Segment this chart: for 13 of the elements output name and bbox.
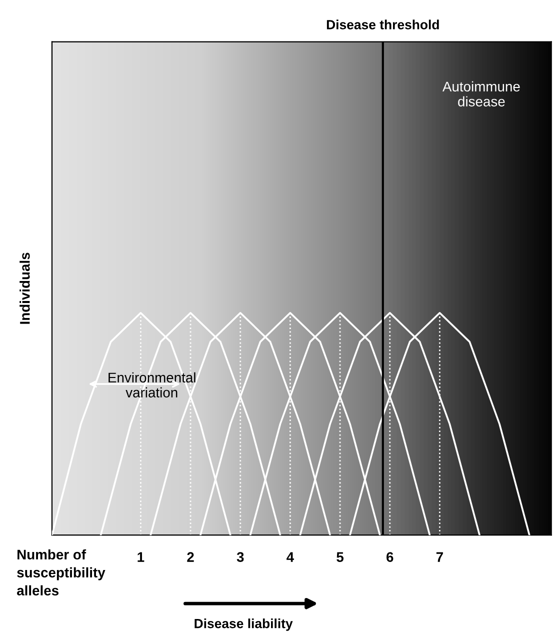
x-tick-label: 5 [336,552,344,562]
annotation: Environmental variation [108,372,196,398]
x-tick-label: 6 [386,552,394,562]
ref-line-label: Disease threshold [326,20,439,30]
y-axis-title: Individuals [20,252,30,324]
x-tick-label: 1 [138,552,144,562]
x-tick-label: 7 [436,552,443,562]
text: Number of susceptibility alleles [17,549,106,596]
x-tick-label: 4 [286,552,294,562]
x-tick-label: 3 [236,552,244,562]
x-tick-label: 2 [187,552,194,562]
text: Disease liability [194,618,293,631]
text: Autoimmune disease [442,81,520,106]
